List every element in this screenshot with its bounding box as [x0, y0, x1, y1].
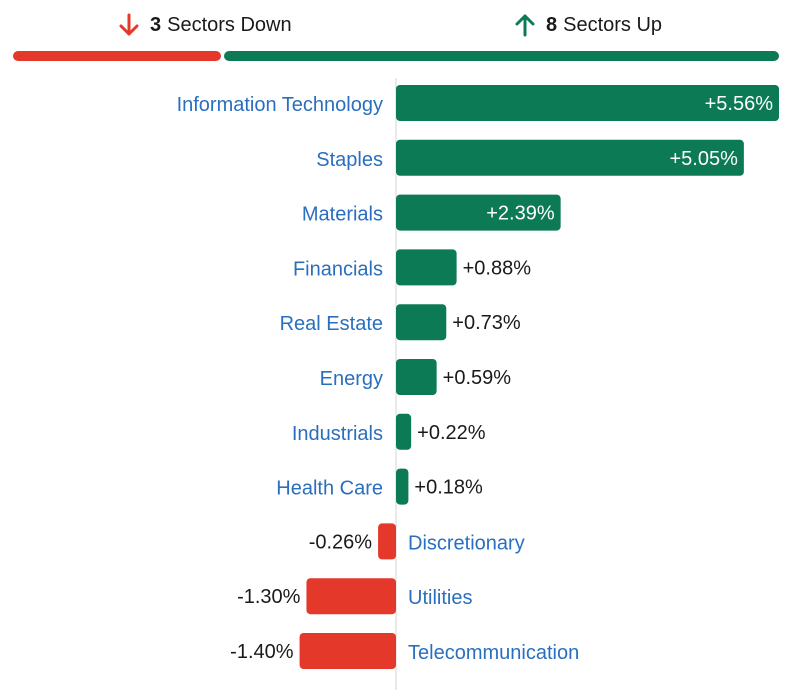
sectors-up-label: Sectors Up — [563, 13, 663, 36]
value-label-health-care: +0.18% — [414, 477, 483, 499]
value-label-utilities: -1.30% — [237, 586, 301, 608]
value-label-telecommunication: -1.40% — [230, 641, 294, 663]
sectors-up-progress-bar — [224, 51, 779, 61]
value-label-information-technology: +5.56% — [705, 93, 774, 115]
bar-energy[interactable] — [396, 359, 437, 395]
bar-industrials[interactable] — [396, 413, 412, 450]
sectors-down-summary: 3 Sectors Down — [118, 10, 292, 40]
sector-label-information-technology[interactable]: Information Technology — [177, 94, 383, 116]
bar-row-financials: Financials +0.88% — [293, 249, 532, 286]
sectors-down-label: Sectors Down — [167, 13, 292, 36]
bar-row-real-estate: Real Estate +0.73% — [280, 304, 521, 341]
bar-row-staples: Staples +5.05% — [316, 139, 744, 176]
bar-row-energy: Energy +0.59% — [320, 359, 512, 395]
bar-row-industrials: Industrials +0.22% — [292, 413, 486, 450]
sectors-down-progress-bar — [13, 51, 221, 61]
value-label-real-estate: +0.73% — [452, 312, 521, 334]
bar-row-utilities: Utilities -1.30% — [237, 578, 472, 615]
bar-utilities[interactable] — [306, 578, 396, 615]
value-label-discretionary: -0.26% — [309, 531, 373, 553]
arrow-down-icon — [119, 13, 139, 36]
bar-row-health-care: Health Care +0.18% — [276, 468, 483, 505]
value-label-materials: +2.39% — [486, 203, 555, 225]
bar-row-discretionary: Discretionary -0.26% — [309, 523, 525, 560]
sectors-up-summary: 8 Sectors Up — [514, 10, 662, 40]
bar-financials[interactable] — [396, 249, 457, 286]
bar-staples[interactable] — [396, 139, 744, 176]
sector-label-utilities[interactable]: Utilities — [408, 587, 472, 609]
bar-health-care[interactable] — [396, 468, 409, 505]
value-label-industrials: +0.22% — [417, 422, 486, 444]
bar-row-materials: Materials +2.39% — [302, 194, 561, 231]
value-label-financials: +0.88% — [463, 257, 532, 279]
sector-label-energy[interactable]: Energy — [320, 368, 383, 390]
arrow-up-icon — [515, 14, 535, 37]
sector-label-real-estate[interactable]: Real Estate — [280, 313, 383, 335]
bar-telecommunication[interactable] — [299, 633, 396, 669]
sector-label-staples[interactable]: Staples — [316, 149, 383, 171]
value-label-staples: +5.05% — [669, 148, 738, 170]
bar-row-telecommunication: Telecommunication -1.40% — [230, 633, 579, 669]
sector-label-discretionary[interactable]: Discretionary — [408, 532, 525, 554]
bar-information-technology[interactable] — [396, 85, 779, 121]
sector-label-financials[interactable]: Financials — [293, 258, 383, 280]
sector-label-materials[interactable]: Materials — [302, 204, 383, 226]
bar-real-estate[interactable] — [396, 304, 447, 341]
sectors-up-count: 8 — [546, 13, 558, 36]
sector-label-health-care[interactable]: Health Care — [276, 478, 383, 500]
bar-row-information-technology: Information Technology +5.56% — [177, 85, 779, 121]
sector-label-telecommunication[interactable]: Telecommunication — [408, 642, 579, 664]
bar-materials[interactable] — [396, 194, 561, 231]
sector-label-industrials[interactable]: Industrials — [292, 423, 383, 445]
bar-discretionary[interactable] — [378, 523, 396, 560]
value-label-energy: +0.59% — [443, 367, 512, 389]
sectors-down-count: 3 — [150, 13, 162, 36]
